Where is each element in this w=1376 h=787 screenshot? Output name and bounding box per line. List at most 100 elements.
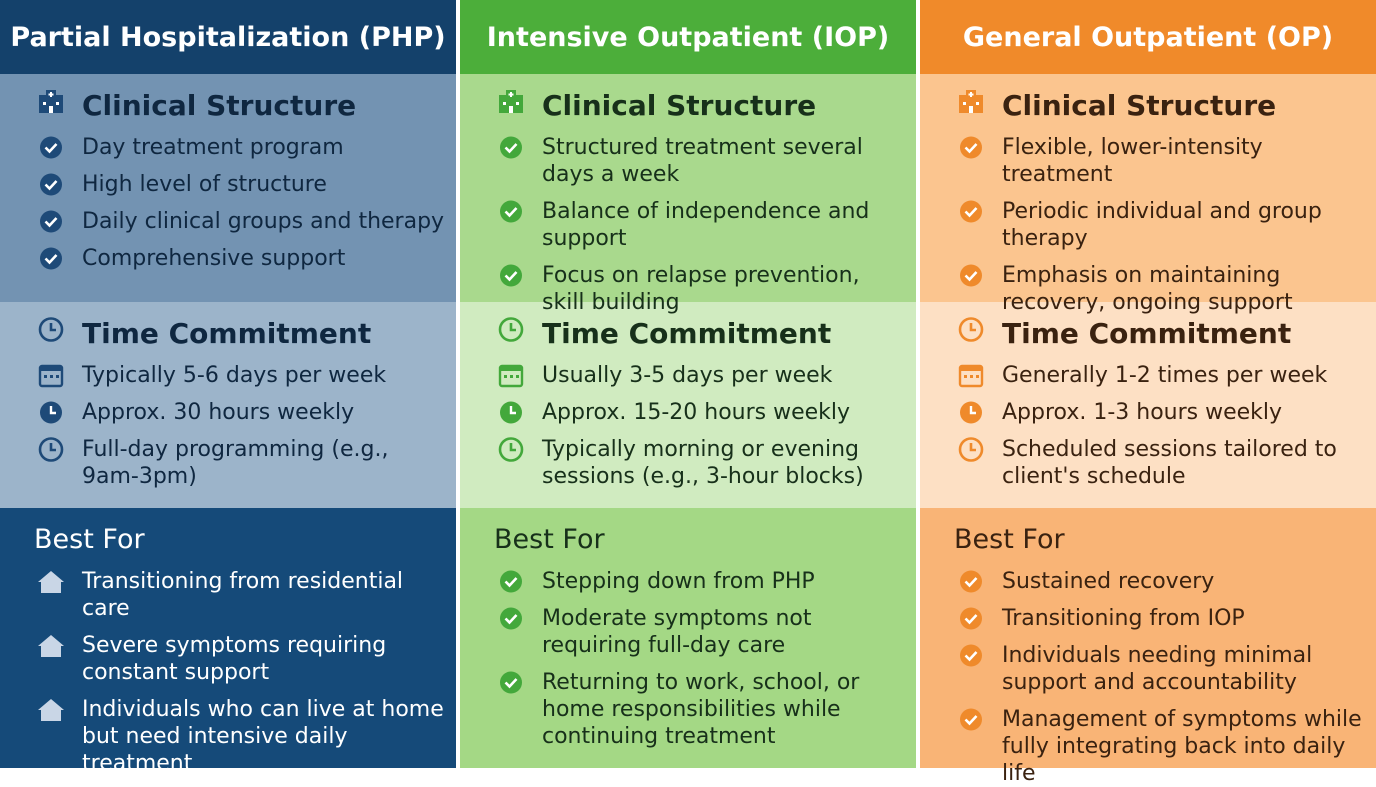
icon xyxy=(40,247,62,270)
list-item: Balance of independence and support xyxy=(494,198,906,252)
column-title: Partial Hospitalization (PHP) xyxy=(0,0,456,74)
icon xyxy=(38,699,64,721)
icon xyxy=(960,708,982,731)
list-item: Typically 5-6 days per week xyxy=(34,362,446,389)
section-heading: Best For xyxy=(494,524,605,555)
list-item: Emphasis on maintaining recovery, ongoin… xyxy=(954,262,1366,316)
list-item: Transitioning from residential care xyxy=(34,568,446,622)
item-text: Typically 5-6 days per week xyxy=(82,363,387,388)
section-heading-row: Best For xyxy=(34,522,446,558)
item-text: Flexible, lower-intensity treatment xyxy=(1002,135,1263,187)
item-text: Focus on relapse prevention, skill build… xyxy=(542,263,860,315)
item-text: Individuals who can live at home but nee… xyxy=(82,697,444,776)
section: Clinical Structure Structured treatment s… xyxy=(460,74,916,315)
item-text: Periodic individual and group therapy xyxy=(1002,199,1322,251)
item-text: Severe symptoms requiring constant suppo… xyxy=(82,633,387,685)
icon xyxy=(38,635,64,657)
item-text: Full-day programming (e.g., 9am-3pm) xyxy=(82,437,389,489)
section-heading-row: Clinical Structure xyxy=(954,88,1366,124)
column: General Outpatient (OP) Clinical Structur… xyxy=(920,0,1376,786)
list-item: Sustained recovery xyxy=(954,568,1366,595)
section-heading: Best For xyxy=(954,524,1065,555)
column-title: General Outpatient (OP) xyxy=(920,0,1376,74)
icon xyxy=(500,136,522,159)
section-heading: Clinical Structure xyxy=(542,89,817,122)
list-item: Periodic individual and group therapy xyxy=(954,198,1366,252)
icon xyxy=(38,437,64,462)
list-item: Flexible, lower-intensity treatment xyxy=(954,134,1366,188)
icon xyxy=(500,264,522,287)
icon xyxy=(39,90,63,113)
icon xyxy=(959,90,983,113)
item-text: Typically morning or evening sessions (e… xyxy=(542,437,864,489)
icon xyxy=(38,317,64,342)
list-item: Severe symptoms requiring constant suppo… xyxy=(34,632,446,686)
section-heading: Clinical Structure xyxy=(1002,89,1277,122)
icon xyxy=(500,671,522,694)
list-item: Focus on relapse prevention, skill build… xyxy=(494,262,906,316)
icon xyxy=(958,437,984,462)
icon xyxy=(960,607,982,630)
list-item: Comprehensive support xyxy=(34,245,446,272)
section-heading-row: Time Commitment xyxy=(954,316,1366,352)
item-text: Day treatment program xyxy=(82,135,344,160)
section-heading-row: Clinical Structure xyxy=(494,88,906,124)
list-item: Daily clinical groups and therapy xyxy=(34,208,446,235)
section-heading: Time Commitment xyxy=(542,317,832,350)
list-item: Approx. 15-20 hours weekly xyxy=(494,399,906,426)
item-text: Daily clinical groups and therapy xyxy=(82,209,445,234)
item-text: Returning to work, school, or home respo… xyxy=(542,670,860,749)
item-text: Emphasis on maintaining recovery, ongoin… xyxy=(1002,263,1293,315)
list-item: Scheduled sessions tailored to client's … xyxy=(954,436,1366,490)
icon xyxy=(40,136,62,159)
item-text: Comprehensive support xyxy=(82,246,346,271)
item-text: Generally 1-2 times per week xyxy=(1002,363,1328,388)
icon xyxy=(960,401,982,424)
item-text: Sustained recovery xyxy=(1002,569,1215,594)
icon xyxy=(498,317,524,342)
item-text: Usually 3-5 days per week xyxy=(542,363,833,388)
list-item: Day treatment program xyxy=(34,134,446,161)
column: Intensive Outpatient (IOP) Clinical Struc… xyxy=(460,0,916,768)
icon xyxy=(500,607,522,630)
item-text: Structured treatment several days a week xyxy=(542,135,863,187)
section: Clinical Structure Day treatment program H… xyxy=(0,74,456,302)
list-item: Typically morning or evening sessions (e… xyxy=(494,436,906,490)
icon xyxy=(500,401,522,424)
column-title: Intensive Outpatient (IOP) xyxy=(460,0,916,74)
section: Time Commitment Usually 3-5 days per week… xyxy=(460,302,916,508)
icon xyxy=(960,136,982,159)
icon xyxy=(500,200,522,223)
list-item: Generally 1-2 times per week xyxy=(954,362,1366,389)
list-item: Stepping down from PHP xyxy=(494,568,906,595)
icon xyxy=(500,570,522,593)
section: Best For Stepping down from PHP Moderate s… xyxy=(460,508,916,768)
icon xyxy=(958,317,984,342)
icon xyxy=(498,437,524,462)
list-item: Management of symptoms while fully integ… xyxy=(954,706,1366,787)
list-item: Full-day programming (e.g., 9am-3pm) xyxy=(34,436,446,490)
item-text: Transitioning from residential care xyxy=(82,569,404,621)
icon xyxy=(958,364,984,388)
icon xyxy=(960,264,982,287)
list-item: Structured treatment several days a week xyxy=(494,134,906,188)
item-text: Stepping down from PHP xyxy=(542,569,815,594)
section-heading: Time Commitment xyxy=(1002,317,1292,350)
section: Clinical Structure Flexible, lower-intens… xyxy=(920,74,1376,315)
item-text: Balance of independence and support xyxy=(542,199,870,251)
list-item: Individuals needing minimal support and … xyxy=(954,642,1366,696)
section-heading-row: Best For xyxy=(954,522,1366,558)
icon xyxy=(38,364,64,388)
list-item: Returning to work, school, or home respo… xyxy=(494,669,906,750)
icon xyxy=(40,401,62,424)
section-heading: Best For xyxy=(34,524,145,555)
list-item: Transitioning from IOP xyxy=(954,605,1366,632)
list-item: Individuals who can live at home but nee… xyxy=(34,696,446,777)
section-heading: Time Commitment xyxy=(82,317,372,350)
icon xyxy=(38,571,64,593)
section-heading-row: Best For xyxy=(494,522,906,558)
icon xyxy=(960,644,982,667)
section: Best For Sustained recovery Transitioning … xyxy=(920,508,1376,786)
icon xyxy=(40,210,62,233)
